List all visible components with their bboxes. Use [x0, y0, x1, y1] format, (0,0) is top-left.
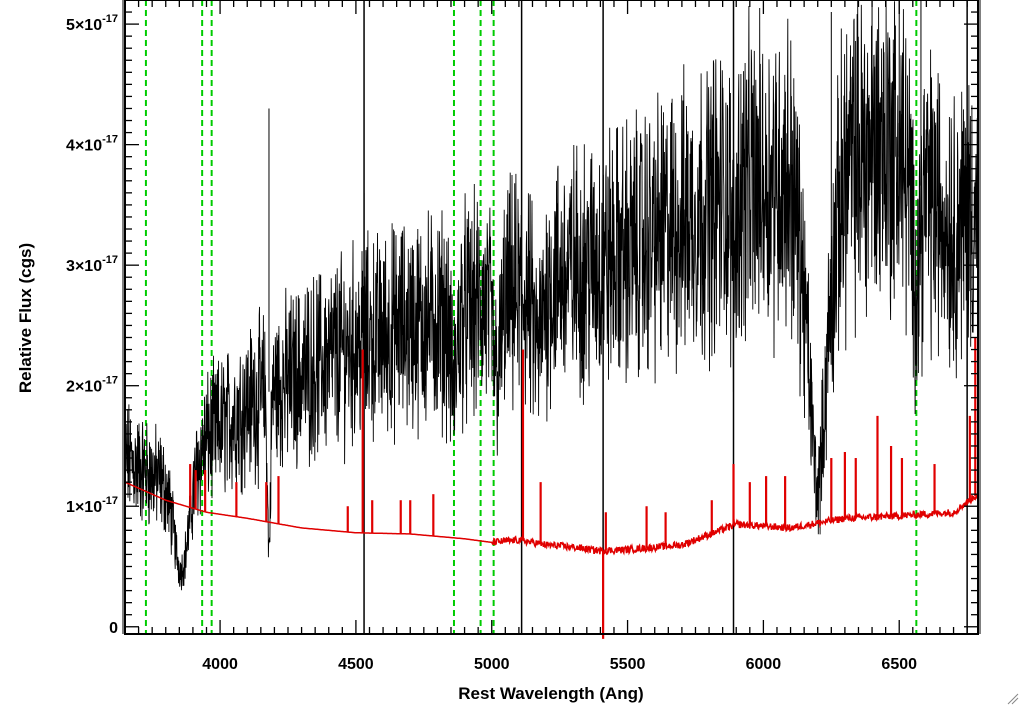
- error-spectrum-line: [124, 481, 979, 556]
- y-tick-label: 2×10-17: [66, 375, 118, 396]
- x-tick-label: 4000: [202, 656, 238, 673]
- plot-frame: [124, 0, 979, 635]
- x-tick-label: 6500: [881, 656, 917, 673]
- x-tick-label: 5500: [610, 656, 646, 673]
- y-tick-label: 1×10-17: [66, 495, 118, 516]
- y-tick-label: 5×10-17: [66, 13, 118, 34]
- x-tick-label: 4500: [338, 656, 374, 673]
- x-tick-label: 6000: [746, 656, 782, 673]
- y-tick-label: 3×10-17: [66, 254, 118, 275]
- y-tick-label: 4×10-17: [66, 134, 118, 155]
- x-axis-title: Rest Wavelength (Ang): [458, 684, 643, 703]
- resize-grip-icon[interactable]: [1007, 693, 1019, 705]
- y-axis-title: Relative Flux (cgs): [16, 243, 35, 393]
- x-tick-label: 5000: [474, 656, 510, 673]
- y-tick-label: 0: [109, 620, 118, 637]
